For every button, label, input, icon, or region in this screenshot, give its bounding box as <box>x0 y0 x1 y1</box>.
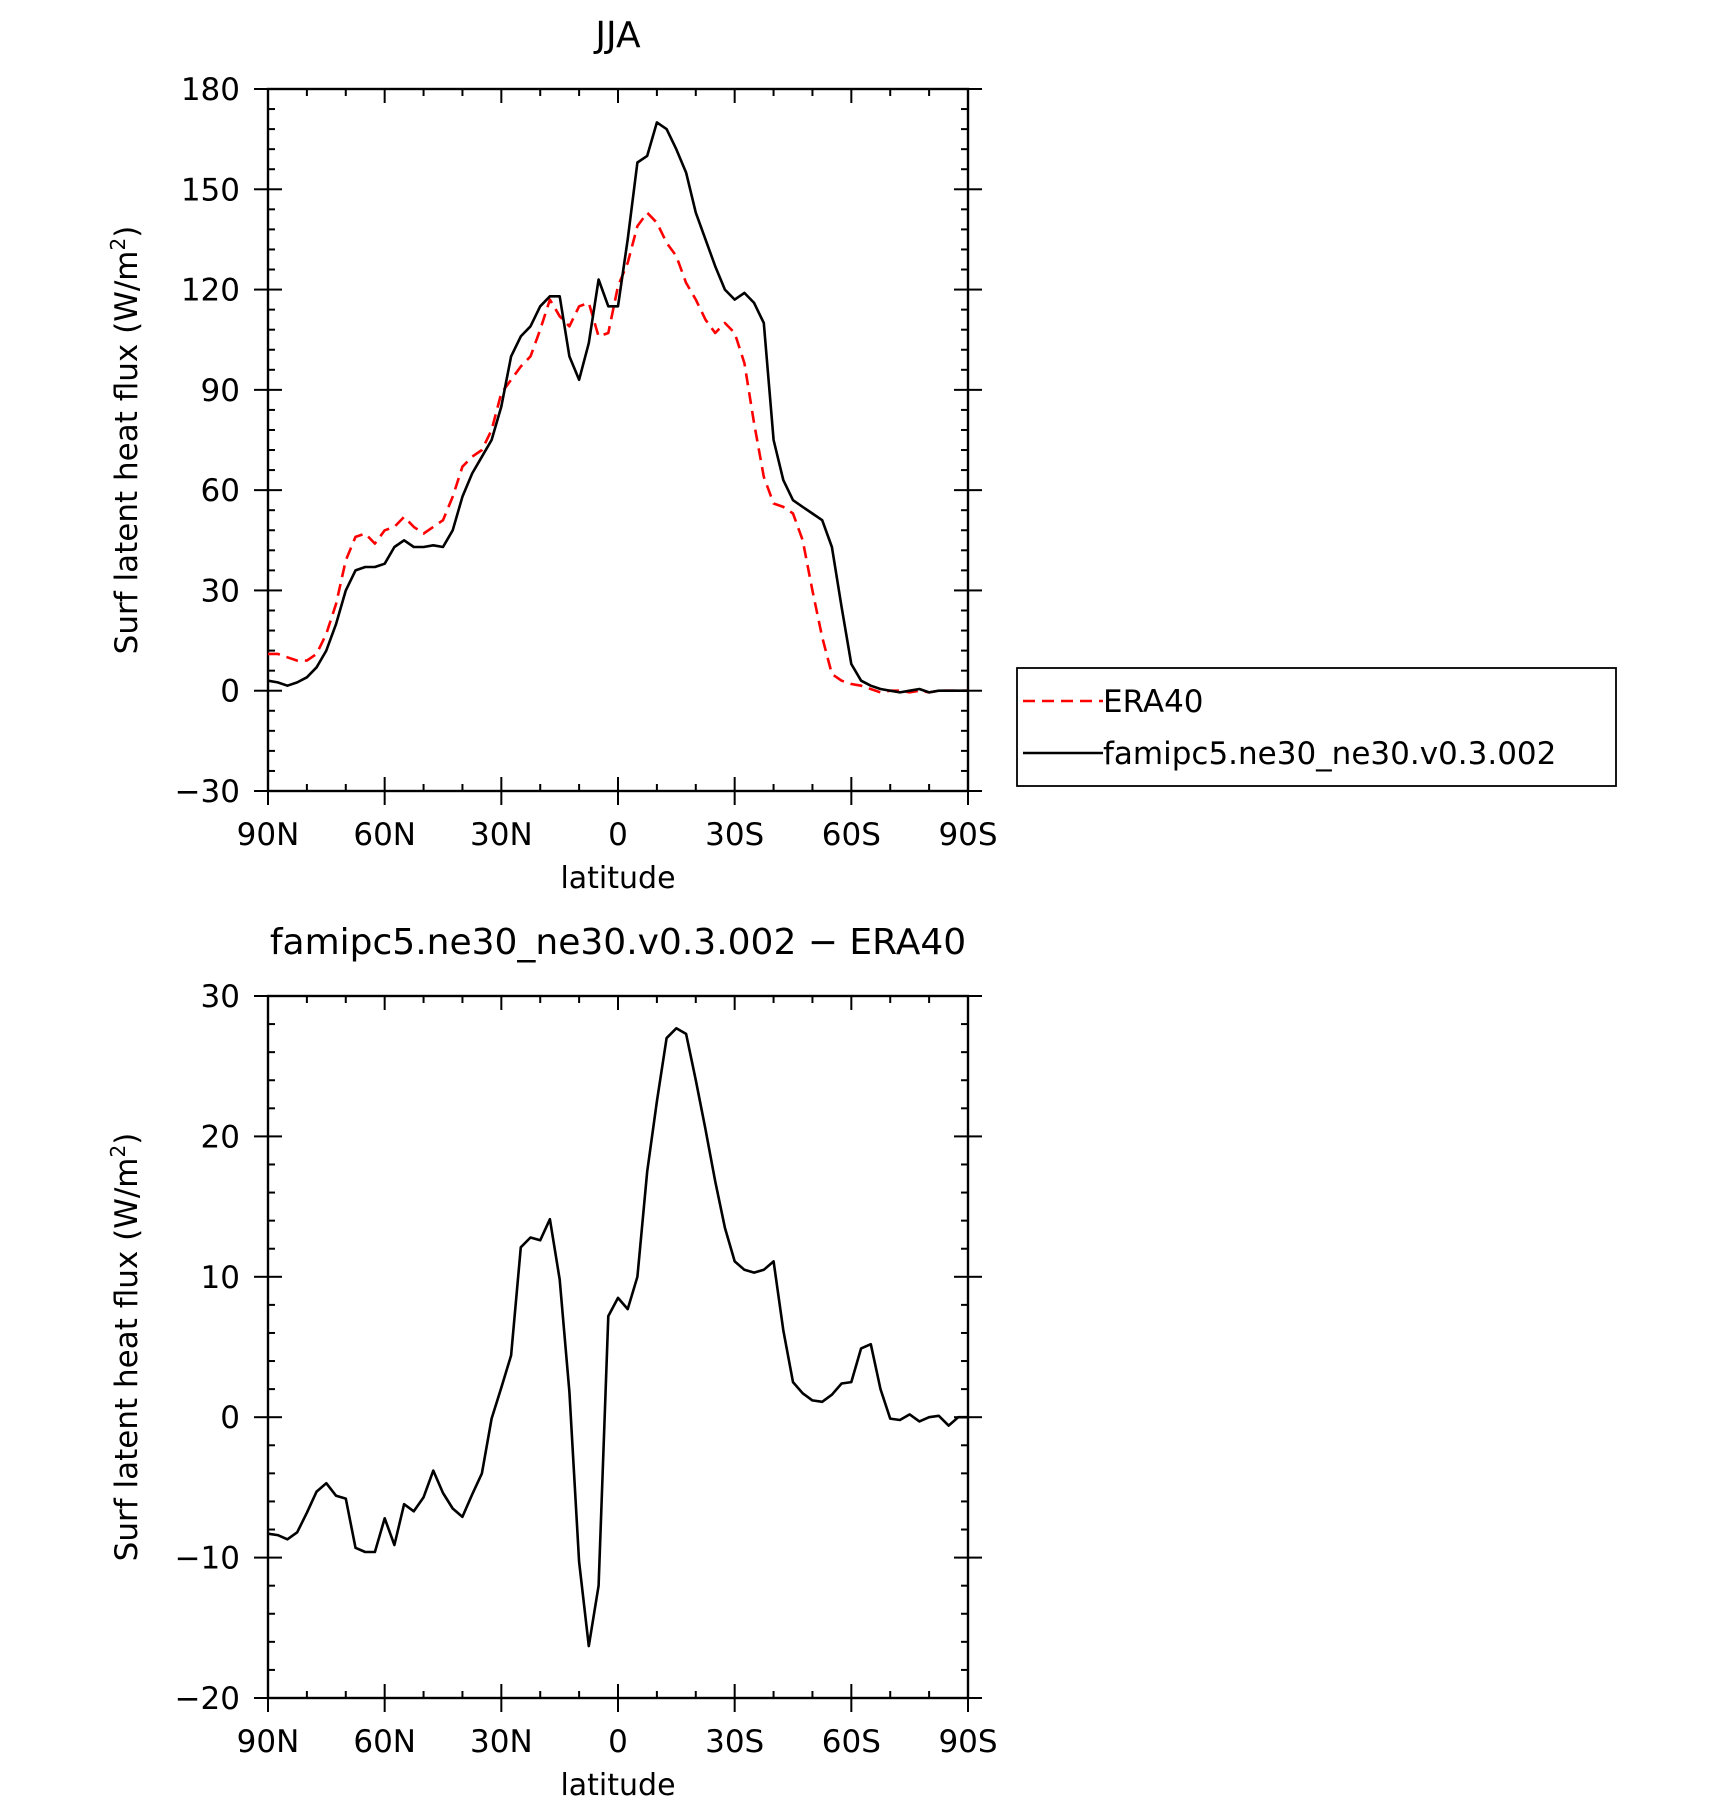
series-line-0 <box>267 1027 968 1648</box>
y-tick-label: 20 <box>201 1119 240 1155</box>
x-tick-label: 30S <box>705 817 764 853</box>
x-tick-label: 30N <box>470 817 533 853</box>
y-tick-label: 90 <box>201 373 240 409</box>
chart-title: famipc5.ne30_ne30.v0.3.002 − ERA40 <box>270 922 966 963</box>
x-tick-label: 0 <box>608 817 628 853</box>
y-axis-label-close: ) <box>109 226 145 238</box>
latent-heat-flux-panel: 90N 60N 30N 0 30S 60S 90S 180 150 120 90 60 30 0 −30 JJ… <box>106 15 1617 896</box>
chart-title: JJA <box>593 15 641 56</box>
x-tick-label: 90N <box>237 817 300 853</box>
x-tick-label: 60N <box>353 817 416 853</box>
x-tick-label: 90N <box>237 1724 300 1760</box>
x-tick-label: 60S <box>822 1724 881 1760</box>
y-tick-label: 30 <box>201 573 240 609</box>
y-axis-label-superscript: 2 <box>106 1145 130 1158</box>
legend-label: ERA40 <box>1103 684 1204 720</box>
y-tick-label: 150 <box>181 172 240 208</box>
difference-panel: 90N 60N 30N 0 30S 60S 90S 30 20 10 0 −10 −20 famipc5.… <box>106 922 998 1803</box>
legend-label: famipc5.ne30_ne30.v0.3.002 <box>1103 736 1556 772</box>
y-tick-label: 0 <box>220 1400 240 1436</box>
x-tick-label: 60S <box>822 817 881 853</box>
y-axis-label-main: Surf latent heat flux (W/m <box>109 1158 145 1562</box>
y-axis-label-close: ) <box>109 1133 145 1145</box>
x-tick-label: 0 <box>608 1724 628 1760</box>
y-tick-label: 30 <box>201 979 240 1015</box>
y-tick-label: 180 <box>181 72 240 108</box>
y-tick-label: 60 <box>201 473 240 509</box>
x-tick-label: 60N <box>353 1724 416 1760</box>
series-line-famipc5-ne30-ne30-v0-3-002 <box>267 121 968 694</box>
x-axis-label: latitude <box>560 1768 675 1803</box>
y-tick-label: 10 <box>201 1260 240 1296</box>
x-tick-label: 90S <box>938 1724 997 1760</box>
y-axis-label-main: Surf latent heat flux (W/m <box>109 251 145 655</box>
x-tick-label: 30N <box>470 1724 533 1760</box>
y-tick-label: −20 <box>175 1681 240 1717</box>
y-axis-label-superscript: 2 <box>106 238 130 251</box>
y-axis-label: Surf latent heat flux (W/m2) <box>106 226 145 655</box>
x-tick-label: 30S <box>705 1724 764 1760</box>
y-axis-label: Surf latent heat flux (W/m2) <box>106 1133 145 1562</box>
y-tick-label: −10 <box>175 1541 240 1577</box>
plot-frame <box>266 87 970 793</box>
y-tick-label: −30 <box>175 774 240 810</box>
series-line-era40 <box>268 211 968 694</box>
legend-box <box>1016 667 1617 787</box>
y-tick-label: 120 <box>181 273 240 309</box>
y-tick-label: 0 <box>220 674 240 710</box>
x-axis-label: latitude <box>560 861 675 896</box>
x-tick-label: 90S <box>938 817 997 853</box>
